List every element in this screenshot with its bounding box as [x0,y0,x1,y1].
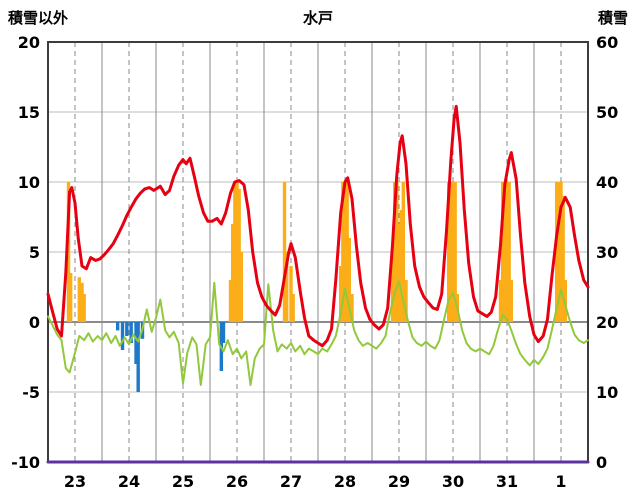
orange-bars-bar [239,252,244,322]
orange-bars-bar [392,182,397,322]
chart-header: 水戸 積雪以外 積雪 [0,0,636,30]
blue-bars-bar [115,322,120,331]
orange-bars-bar [77,277,82,322]
orange-bars-bar [230,224,235,322]
x-axis-tick-label: 1 [555,472,566,491]
orange-bars-bar [404,280,408,322]
red-line [46,104,590,348]
right-axis-tick-label: 60 [596,33,618,52]
orange-bars-bar [498,280,503,322]
left-axis-tick-label: 5 [29,243,40,262]
orange-bars-bar [397,224,401,322]
blue-bars-bar [221,322,226,343]
orange-bars-bar [82,294,86,322]
orange-bars-bar [559,182,563,322]
right-axis-tick-label: 10 [596,383,618,402]
right-axis-title: 積雪 [597,9,628,27]
orange-bars-bar [237,189,241,322]
left-axis-tick-label: 0 [29,313,40,332]
orange-bars-bar [341,182,345,322]
chart-title: 水戸 [302,9,333,27]
left-axis-tick-label: 10 [18,173,40,192]
x-axis-tick-label: 25 [172,472,194,491]
orange-bars-bar [557,182,561,322]
right-axis-tick-label: 50 [596,103,618,122]
orange-bars-bar [345,182,349,322]
orange-bars-bar [401,182,406,322]
left-axis-tick-label: -5 [22,383,40,402]
orange-bars-bar [350,294,354,322]
orange-bars-bar [399,210,403,322]
orange-bars-bar [561,196,565,322]
right-axis-tick-label: 40 [596,173,618,192]
orange-bars-bar [68,273,73,322]
orange-bars-bar [390,252,395,322]
blue-bars-bar [129,322,133,343]
orange-bars-bar [451,182,455,322]
orange-bars-bar [228,280,233,322]
orange-bars-bar [284,252,289,322]
x-axis-tick-label: 27 [280,472,302,491]
left-axis-title: 積雪以外 [8,9,69,27]
orange-bars-bar [509,280,514,322]
orange-bars-bar [500,182,505,322]
left-axis-tick-label: 20 [18,33,40,52]
orange-bars-bar [453,182,457,322]
orange-bars-bar [505,182,509,322]
right-axis-tick-label: 0 [596,453,607,472]
orange-bars-bar [289,266,293,322]
orange-bars-bar [80,282,84,322]
orange-bars-bar [343,182,347,322]
blue-bars-bar [125,322,129,336]
orange-bars-bar [291,294,295,322]
orange-bars-bar [449,182,453,322]
x-axis-tick-label: 30 [442,472,464,491]
orange-bars-bar [282,182,287,322]
orange-bars-bar [563,280,568,322]
orange-bars-bar [446,182,451,322]
x-axis-tick-label: 28 [334,472,356,491]
x-axis-tick-label: 31 [496,472,518,491]
left-axis-tick-label: 15 [18,103,40,122]
orange-bars-bar [66,182,71,322]
left-axis-tick-label: -10 [11,453,40,472]
orange-bars-bar [338,266,343,322]
right-axis-tick-label: 20 [596,313,618,332]
orange-bars-bar [235,182,239,322]
orange-bars-bar [233,182,237,322]
x-axis-tick-label: 24 [118,472,140,491]
x-axis-tick-label: 29 [388,472,410,491]
orange-bars-bar [503,182,507,322]
orange-bars-bar [347,238,352,322]
right-axis-tick-label: 30 [596,243,618,262]
x-axis-tick-label: 26 [226,472,248,491]
orange-bars-bar [395,182,399,322]
orange-bars-bar [554,182,559,322]
blue-bars-bar [134,322,138,364]
blue-bars-bar [136,322,140,392]
x-axis-tick-label: 23 [64,472,86,491]
blue-bars-bar [120,322,125,350]
green-line [47,280,589,386]
orange-bars-bar [507,182,511,322]
